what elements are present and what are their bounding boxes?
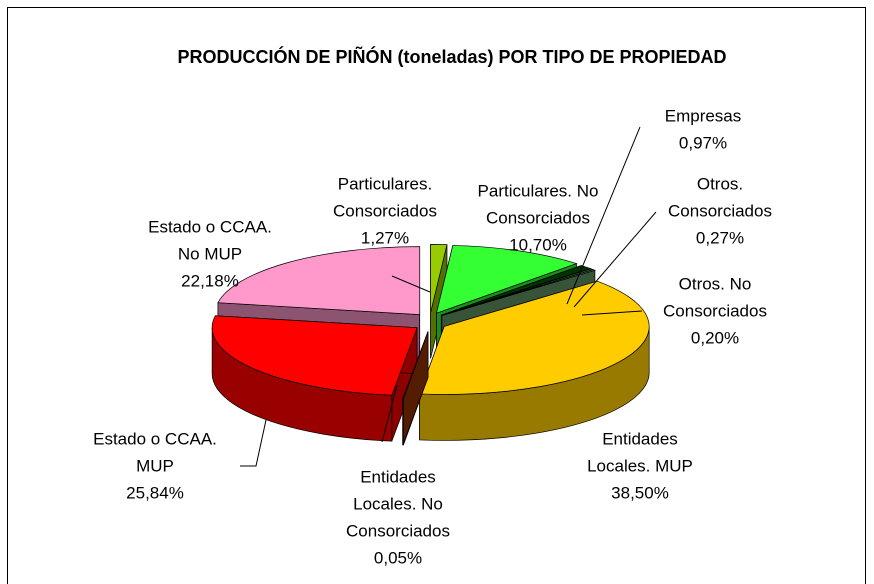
slice-label: Otros. No bbox=[679, 274, 752, 293]
pie-slice bbox=[430, 244, 448, 359]
value-label: 0,20% bbox=[691, 328, 739, 347]
slice-top bbox=[211, 315, 418, 396]
slice-top bbox=[435, 245, 578, 314]
slice-top bbox=[430, 244, 448, 313]
value-label: 0,05% bbox=[374, 548, 422, 567]
leader-line bbox=[566, 126, 641, 305]
slice-label: Consorciados bbox=[668, 201, 772, 220]
slice-label: Locales. MUP bbox=[587, 456, 693, 475]
leader-line bbox=[391, 275, 431, 293]
slice-label: Consorciados bbox=[486, 208, 590, 227]
pie-slice bbox=[402, 331, 429, 446]
slice-label: Otros. bbox=[697, 174, 743, 193]
value-label: 25,84% bbox=[126, 483, 184, 502]
pie-slice bbox=[419, 280, 650, 441]
pie-slice bbox=[211, 315, 418, 442]
value-label: 0,27% bbox=[696, 228, 744, 247]
leader-line bbox=[240, 419, 267, 467]
slice-top bbox=[441, 269, 597, 316]
slice-top bbox=[402, 331, 429, 400]
slice-label: Particulares. No bbox=[478, 181, 599, 200]
slice-label: Entidades bbox=[602, 429, 678, 448]
slice-label: Particulares. bbox=[338, 174, 432, 193]
slice-label: No MUP bbox=[178, 244, 242, 263]
slice-label: Estado o CCAA. bbox=[93, 429, 217, 448]
leader-line bbox=[381, 384, 398, 443]
slice-label: Consorciados bbox=[333, 201, 437, 220]
slice-wall bbox=[402, 398, 404, 446]
slice-top bbox=[217, 246, 421, 316]
slice-label: MUP bbox=[136, 456, 174, 475]
chart-title: PRODUCCIÓN DE PIÑÓN (toneladas) POR TIPO… bbox=[177, 46, 726, 67]
slice-label: Estado o CCAA. bbox=[148, 217, 272, 236]
slice-label: Locales. No bbox=[353, 494, 443, 513]
value-label: 22,18% bbox=[181, 271, 239, 290]
slice-label: Entidades bbox=[360, 467, 436, 486]
slice-top bbox=[419, 280, 650, 395]
value-label: 1,27% bbox=[361, 228, 409, 247]
value-label: 38,50% bbox=[611, 483, 669, 502]
value-label: 10,70% bbox=[509, 235, 567, 254]
leader-line bbox=[581, 310, 643, 316]
value-label: 0,97% bbox=[679, 133, 727, 152]
slice-label: Consorciados bbox=[663, 301, 767, 320]
leader-line bbox=[573, 211, 657, 308]
slice-label: Consorciados bbox=[346, 521, 450, 540]
slice-label: Empresas bbox=[665, 106, 742, 125]
